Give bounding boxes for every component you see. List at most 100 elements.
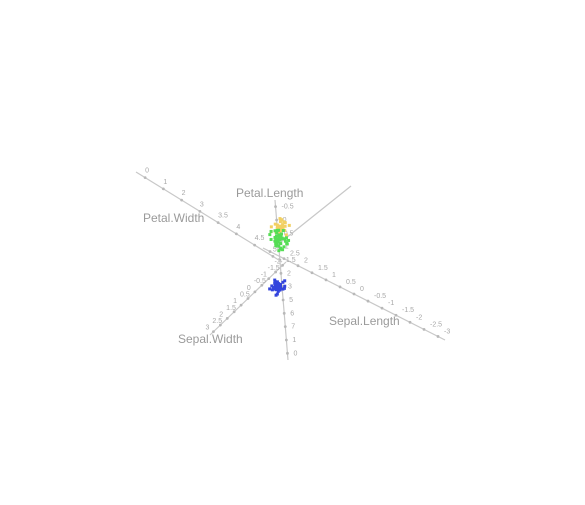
data-point	[278, 220, 282, 224]
tick-mark	[271, 254, 275, 258]
data-point	[282, 245, 286, 249]
data-point	[273, 222, 277, 226]
tick-label: 0	[293, 350, 297, 357]
tick-label: 3	[288, 284, 292, 291]
tick-mark	[275, 218, 279, 222]
tick-label: -1.5	[268, 265, 280, 272]
data-point	[276, 239, 280, 243]
data-point	[287, 238, 291, 242]
axis-line-secondary	[275, 185, 352, 247]
tick-label: 0	[145, 168, 149, 175]
tick-mark	[310, 271, 314, 275]
data-point	[276, 283, 280, 287]
tick-label: -2	[416, 314, 422, 321]
data-point	[269, 237, 273, 241]
tick-mark	[281, 263, 284, 267]
tick-mark	[212, 330, 215, 334]
tick-mark	[143, 176, 147, 180]
axis-title-petal-width: Petal.Width	[143, 211, 204, 225]
data-point	[273, 281, 277, 285]
data-point	[283, 279, 287, 283]
data-point	[276, 289, 280, 293]
tick-mark	[338, 285, 342, 289]
tick-label: 0.5	[284, 230, 294, 237]
data-point	[272, 285, 276, 289]
tick-label: -3	[444, 328, 450, 335]
tick-label: 2	[304, 258, 308, 265]
data-point	[274, 244, 278, 248]
data-point	[278, 231, 282, 235]
tick-label: 3	[205, 325, 209, 332]
tick-label: 4.5	[255, 235, 265, 242]
data-point	[278, 238, 282, 242]
data-point	[273, 278, 277, 282]
data-point	[274, 234, 278, 238]
tick-label: 2	[182, 190, 186, 197]
data-point	[278, 225, 282, 229]
tick-mark	[268, 250, 272, 253]
data-point	[273, 229, 277, 233]
tick-label: 2.5	[212, 318, 222, 325]
data-point	[285, 242, 289, 246]
tick-mark	[246, 297, 250, 300]
tick-mark	[324, 278, 328, 282]
tick-label: 4	[236, 224, 240, 231]
tick-mark	[284, 338, 288, 342]
tick-mark	[296, 264, 300, 268]
tick-mark	[279, 271, 283, 275]
data-point	[270, 284, 274, 288]
data-point	[277, 228, 281, 232]
tick-label: 5	[273, 246, 277, 253]
tick-label: 0	[360, 286, 364, 293]
tick-label: 0.5	[346, 279, 356, 286]
axis-title-sepal-length: Sepal.Length	[329, 314, 400, 328]
data-point	[276, 281, 280, 285]
tick-label: 1	[285, 244, 289, 251]
tick-mark	[216, 221, 220, 225]
data-point	[273, 283, 277, 287]
axis-titles: Petal.Length Petal.Width Sepal.Length Se…	[143, 186, 400, 346]
data-point	[268, 233, 272, 237]
tick-mark	[274, 270, 278, 274]
data-point	[284, 233, 288, 237]
tick-label: -2	[275, 258, 281, 265]
tick-mark	[283, 325, 287, 329]
tick-mark	[436, 335, 440, 338]
data-point	[283, 284, 287, 288]
tick-mark	[422, 327, 426, 331]
tick-label: 7	[291, 324, 295, 331]
tick-mark	[180, 198, 184, 202]
axis-line-w	[135, 171, 283, 263]
data-point	[280, 218, 284, 222]
tick-mark	[352, 292, 356, 296]
data-point	[281, 280, 285, 284]
tick-mark	[281, 298, 285, 302]
tick-label: 3	[200, 201, 204, 208]
data-point	[281, 248, 285, 252]
data-point	[278, 235, 282, 239]
tick-mark	[253, 290, 257, 294]
tick-mark	[408, 320, 412, 324]
tick-mark	[267, 277, 271, 280]
tick-mark	[253, 243, 257, 247]
tick-mark	[239, 303, 243, 307]
tick-label: 6	[290, 310, 294, 317]
axis-title-petal-length: Petal.Length	[236, 186, 303, 200]
data-point	[287, 223, 291, 227]
tick-label: 1	[163, 179, 167, 186]
tick-label: 1	[233, 298, 237, 305]
tick-label: 1.5	[318, 265, 328, 272]
data-point	[283, 221, 287, 225]
data-point	[280, 236, 284, 240]
tick-mark	[394, 313, 398, 317]
tick-label: 2.5	[290, 251, 300, 258]
data-point	[281, 229, 285, 233]
data-point	[268, 287, 272, 291]
tick-label: 5	[289, 297, 293, 304]
data-point	[275, 285, 279, 289]
tick-label: 0	[247, 285, 251, 292]
points-layer	[268, 217, 291, 297]
tick-mark	[286, 351, 289, 355]
tick-mark	[198, 209, 202, 213]
